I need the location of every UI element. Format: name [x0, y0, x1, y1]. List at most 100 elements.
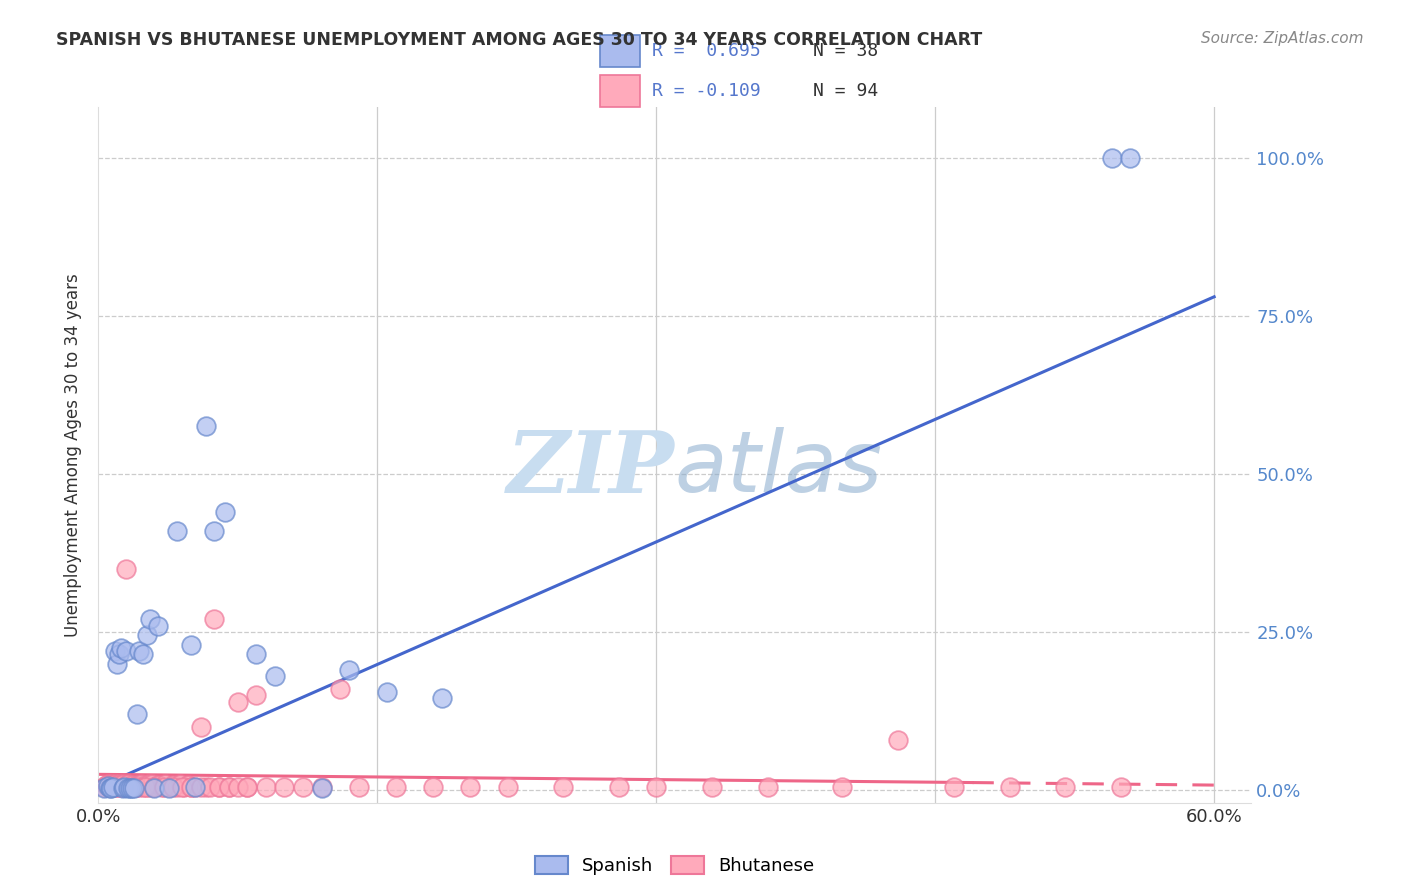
Point — [700, 780, 723, 794]
Point — [176, 778, 198, 792]
Point — [245, 647, 267, 661]
Point — [198, 780, 221, 794]
Point — [132, 780, 155, 794]
Point — [1109, 780, 1132, 794]
Point — [152, 780, 174, 794]
Point — [1119, 151, 1142, 165]
Legend: Spanish, Bhutanese: Spanish, Bhutanese — [526, 847, 824, 884]
Point — [311, 781, 333, 796]
Point — [114, 780, 136, 794]
Point — [311, 780, 333, 794]
Point — [180, 780, 202, 794]
Point — [998, 780, 1021, 794]
Point — [245, 688, 267, 702]
Point — [347, 780, 370, 794]
Point — [128, 780, 150, 794]
Point — [135, 628, 157, 642]
Point — [184, 780, 207, 794]
Point — [432, 691, 454, 706]
Point — [121, 778, 143, 792]
Text: N = 38: N = 38 — [813, 42, 879, 60]
Point — [117, 777, 139, 791]
Point — [169, 777, 191, 791]
Point — [166, 524, 188, 538]
Point — [157, 780, 180, 794]
Point — [104, 644, 127, 658]
Point — [117, 781, 139, 796]
Point — [180, 780, 202, 794]
Point — [110, 640, 132, 655]
Point — [100, 777, 122, 791]
Point — [111, 781, 134, 796]
Point — [339, 663, 361, 677]
Point — [607, 780, 630, 794]
Point — [146, 778, 169, 792]
Point — [98, 778, 121, 792]
Point — [236, 780, 259, 794]
Point — [94, 778, 117, 792]
Point — [496, 780, 519, 794]
Point — [180, 638, 202, 652]
Point — [100, 781, 122, 796]
Point — [208, 780, 231, 794]
Point — [162, 778, 184, 792]
Point — [135, 780, 157, 794]
Point — [1101, 151, 1123, 165]
Point — [254, 780, 277, 794]
Point — [887, 732, 910, 747]
Point — [172, 780, 194, 794]
Point — [103, 780, 125, 794]
Point — [146, 618, 169, 632]
Point — [150, 780, 173, 794]
Point — [97, 777, 120, 791]
Point — [375, 685, 398, 699]
Text: R =  0.695: R = 0.695 — [652, 42, 761, 60]
Text: Source: ZipAtlas.com: Source: ZipAtlas.com — [1201, 31, 1364, 46]
Point — [100, 780, 122, 794]
Point — [134, 780, 156, 794]
Point — [138, 777, 160, 791]
Point — [139, 612, 162, 626]
Point — [141, 777, 163, 791]
Point — [105, 780, 128, 794]
Point — [190, 780, 212, 794]
Point — [103, 778, 125, 792]
Point — [118, 781, 141, 796]
Point — [132, 647, 155, 661]
Point — [139, 780, 162, 794]
Text: atlas: atlas — [675, 427, 883, 510]
Point — [553, 780, 575, 794]
Point — [202, 524, 225, 538]
Point — [98, 780, 121, 795]
Point — [226, 780, 249, 794]
Point — [111, 777, 134, 791]
Point — [121, 780, 143, 794]
Point — [195, 419, 218, 434]
Point — [108, 780, 131, 794]
Text: ZIP: ZIP — [508, 427, 675, 510]
Point — [97, 780, 120, 794]
Point — [93, 780, 115, 794]
Point — [104, 777, 127, 791]
Point — [122, 781, 145, 796]
Point — [111, 780, 134, 794]
Point — [134, 778, 156, 792]
Point — [104, 780, 127, 794]
Point — [155, 777, 177, 791]
Point — [110, 780, 132, 794]
Point — [942, 780, 965, 794]
Point — [127, 707, 149, 722]
Point — [108, 647, 131, 661]
Bar — [600, 75, 640, 107]
Point — [93, 781, 115, 796]
Point — [264, 669, 287, 683]
Point — [645, 780, 668, 794]
Point — [124, 780, 146, 794]
Point — [190, 720, 212, 734]
Point — [121, 781, 143, 796]
Point — [117, 780, 139, 794]
Y-axis label: Unemployment Among Ages 30 to 34 years: Unemployment Among Ages 30 to 34 years — [65, 273, 83, 637]
Point — [208, 780, 231, 794]
Point — [291, 780, 314, 794]
Bar — [600, 35, 640, 67]
